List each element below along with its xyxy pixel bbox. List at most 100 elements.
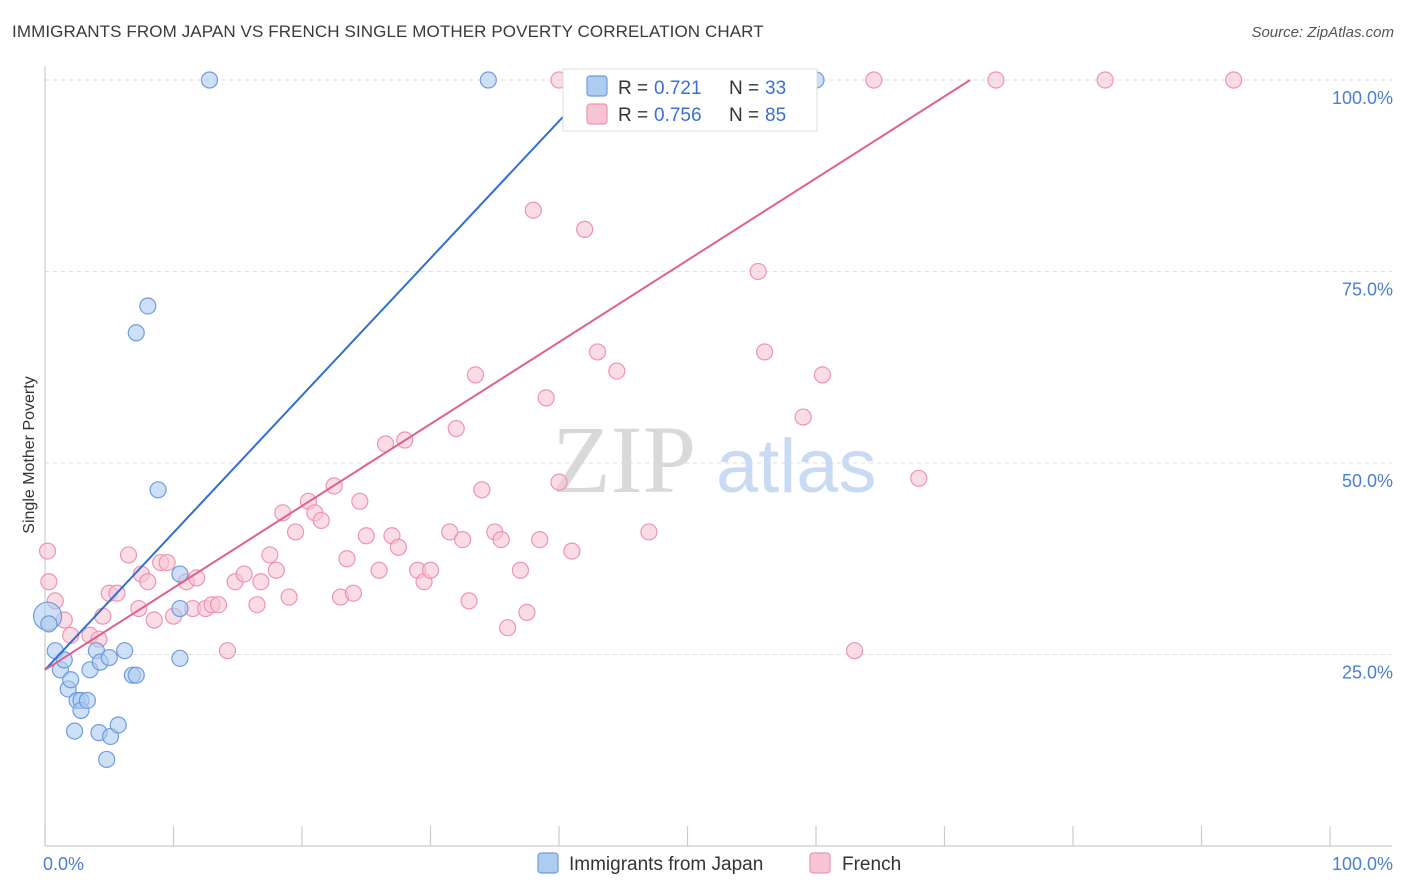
legend-n-value-japan: 33 xyxy=(765,78,786,99)
french-point-76 xyxy=(794,408,812,426)
french-point-40 xyxy=(344,584,362,602)
japan-point-25 xyxy=(149,481,167,499)
japan-point-24 xyxy=(139,297,157,315)
japan-point-19 xyxy=(109,716,127,734)
watermark-zip: ZIP xyxy=(552,406,696,513)
french-point-62 xyxy=(524,201,542,219)
french-point-53 xyxy=(454,530,472,549)
japan-point-27 xyxy=(171,599,189,618)
chart-title: IMMIGRANTS FROM JAPAN VS FRENCH SINGLE M… xyxy=(12,22,764,41)
french-point-77 xyxy=(813,366,832,384)
japan-point-32 xyxy=(171,649,189,667)
watermark: ZIP atlas xyxy=(552,406,877,513)
japan-point-11 xyxy=(78,691,97,710)
trend-line-japan xyxy=(44,79,599,671)
french-point-7 xyxy=(94,607,112,625)
french-point-55 xyxy=(466,366,485,384)
french-point-42 xyxy=(357,527,375,545)
french-point-68 xyxy=(588,343,607,361)
french-point-1 xyxy=(40,573,58,591)
french-point-51 xyxy=(441,523,459,541)
french-point-32 xyxy=(280,588,298,606)
watermark-atlas: atlas xyxy=(716,424,877,509)
stats-legend: R = 0.721 N = 33 R = 0.756 N = 85 xyxy=(562,68,818,132)
japan-point-16 xyxy=(98,750,116,769)
french-point-29 xyxy=(261,546,279,564)
french-point-0 xyxy=(38,542,57,560)
french-point-50 xyxy=(421,561,440,579)
french-point-36 xyxy=(312,511,330,530)
y-tick-label-75: 75.0% xyxy=(1342,280,1393,300)
japan-point-1 xyxy=(40,615,58,633)
japan-point-22 xyxy=(127,666,145,684)
grid-lines xyxy=(45,79,1392,655)
trend-line-french xyxy=(44,79,971,671)
legend-r-value-japan: 0.721 xyxy=(654,78,702,99)
source-credit: Source: ZipAtlas.com xyxy=(1251,24,1394,41)
french-point-43 xyxy=(370,561,388,579)
french-point-10 xyxy=(119,546,138,564)
legend-r-label-french: R = xyxy=(618,105,648,126)
french-point-59 xyxy=(499,619,517,637)
x-tick-label-max: 100.0% xyxy=(1332,854,1393,874)
japan-point-6 xyxy=(62,671,80,689)
legend-r-label-japan: R = xyxy=(618,78,648,99)
french-point-24 xyxy=(218,642,237,660)
axes xyxy=(44,66,1392,847)
french-point-65 xyxy=(550,473,568,491)
legend-n-value-french: 85 xyxy=(765,105,786,126)
japan-point-26 xyxy=(171,565,189,583)
french-point-74 xyxy=(749,262,767,281)
french-point-69 xyxy=(608,362,626,380)
legend-n-label-french: N = xyxy=(729,105,759,126)
series-french-points xyxy=(38,71,1243,660)
y-tick-label-50: 50.0% xyxy=(1342,471,1393,491)
french-point-46 xyxy=(389,538,407,556)
japan-point-17 xyxy=(100,648,118,667)
y-axis-title: Single Mother Poverty xyxy=(21,376,38,533)
series-legend: Immigrants from Japan French xyxy=(537,852,901,875)
french-point-23 xyxy=(209,596,228,614)
x-tick-label-min: 0.0% xyxy=(43,854,84,874)
french-point-39 xyxy=(338,550,356,568)
french-point-78 xyxy=(865,71,883,89)
french-point-54 xyxy=(460,592,478,610)
japan-point-29 xyxy=(479,71,497,89)
french-point-52 xyxy=(447,419,465,438)
french-point-66 xyxy=(563,542,581,560)
japan-point-28 xyxy=(200,71,219,89)
french-point-60 xyxy=(511,561,530,579)
french-point-58 xyxy=(492,530,510,549)
french-point-75 xyxy=(755,343,774,361)
french-point-80 xyxy=(987,71,1005,89)
french-point-61 xyxy=(518,603,536,621)
bottom-legend-swatch-french xyxy=(809,852,831,874)
french-point-63 xyxy=(531,530,549,549)
trend-lines xyxy=(44,79,971,671)
series-japan-points xyxy=(32,71,825,769)
french-point-71 xyxy=(640,523,658,541)
legend-swatch-french xyxy=(586,103,608,125)
french-point-14 xyxy=(145,611,163,629)
bottom-legend-label-japan: Immigrants from Japan xyxy=(569,854,763,875)
french-point-28 xyxy=(252,573,270,591)
japan-point-7 xyxy=(65,722,84,740)
french-point-27 xyxy=(248,596,266,614)
french-point-56 xyxy=(473,481,491,499)
french-point-16 xyxy=(158,553,176,572)
french-point-26 xyxy=(235,565,253,583)
french-point-64 xyxy=(537,389,555,407)
french-point-82 xyxy=(1225,71,1243,89)
legend-swatch-japan xyxy=(586,75,608,97)
bottom-legend-swatch-japan xyxy=(537,852,559,874)
bottom-legend-label-french: French xyxy=(842,854,901,875)
french-point-33 xyxy=(286,523,305,541)
french-point-81 xyxy=(1096,71,1114,89)
tick-labels: 25.0% 50.0% 75.0% 100.0% 0.0% 100.0% xyxy=(43,88,1393,874)
french-point-67 xyxy=(576,220,594,238)
french-point-79 xyxy=(910,469,928,487)
y-tick-label-25: 25.0% xyxy=(1342,663,1393,683)
french-point-30 xyxy=(267,561,285,579)
japan-point-23 xyxy=(127,324,145,342)
